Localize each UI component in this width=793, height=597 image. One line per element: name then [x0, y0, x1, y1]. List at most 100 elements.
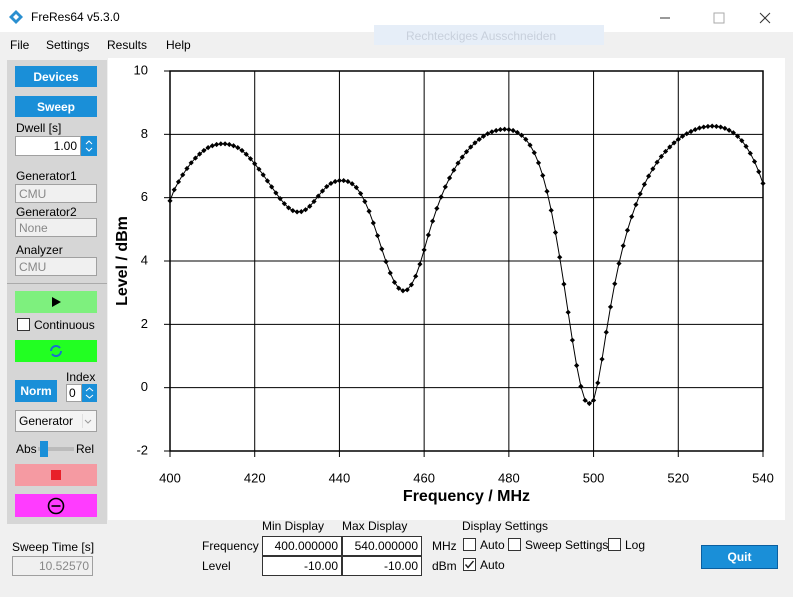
- data-point: [565, 309, 571, 315]
- data-point: [205, 145, 211, 151]
- data-point: [256, 166, 262, 172]
- index-input[interactable]: 0: [66, 384, 82, 402]
- data-point: [480, 133, 487, 139]
- data-point: [421, 247, 427, 253]
- abs-rel-slider[interactable]: [38, 440, 74, 458]
- menu-item[interactable]: Results: [107, 38, 148, 52]
- x-axis-label: Frequency / MHz: [403, 488, 530, 505]
- data-point: [650, 166, 656, 172]
- stop-button[interactable]: [15, 464, 97, 486]
- data-point: [667, 144, 673, 150]
- sweep-settings-checkbox[interactable]: [508, 538, 521, 551]
- freq-min-input[interactable]: 400.000000: [262, 536, 342, 556]
- data-point: [607, 304, 614, 310]
- data-point: [235, 145, 241, 151]
- analyzer-label: Analyzer: [16, 243, 63, 257]
- data-point: [629, 214, 635, 220]
- data-point: [514, 129, 520, 136]
- devices-button[interactable]: Devices: [15, 66, 97, 87]
- data-point: [442, 184, 448, 190]
- auto-freq-checkbox[interactable]: [463, 538, 476, 551]
- data-point: [243, 151, 249, 157]
- data-point: [684, 131, 690, 137]
- quit-button[interactable]: Quit: [701, 545, 778, 569]
- min-display-header: Min Display: [262, 519, 325, 533]
- auto-level-checkbox[interactable]: [463, 558, 476, 571]
- data-point: [379, 246, 385, 252]
- data-point: [654, 159, 660, 165]
- data-point: [171, 187, 177, 193]
- level-min-input[interactable]: -10.00: [262, 556, 342, 576]
- continuous-checkbox[interactable]: [17, 318, 30, 331]
- display-settings-title: Display Settings: [462, 519, 549, 533]
- data-point: [688, 128, 694, 135]
- data-point: [535, 160, 542, 166]
- generator1-field: CMU: [15, 184, 97, 203]
- data-point: [400, 288, 406, 294]
- data-point: [434, 205, 440, 212]
- data-point: [396, 285, 402, 291]
- level-max-input[interactable]: -10.00: [342, 556, 422, 576]
- x-tick-label: 480: [498, 470, 520, 485]
- data-point: [226, 141, 232, 148]
- data-point: [760, 180, 766, 187]
- window-controls[interactable]: [660, 8, 790, 28]
- data-point: [218, 141, 224, 147]
- data-point: [430, 218, 436, 224]
- data-point: [307, 203, 313, 209]
- data-point: [756, 169, 762, 175]
- data-point: [370, 220, 376, 226]
- data-point: [497, 126, 503, 133]
- freq-max-input[interactable]: 540.000000: [342, 536, 422, 556]
- index-spinner[interactable]: [82, 384, 97, 402]
- menu-item[interactable]: Settings: [46, 38, 90, 52]
- data-point: [701, 124, 707, 130]
- data-point: [252, 161, 258, 167]
- data-point: [646, 173, 652, 179]
- sweep-settings-label: Sweep Settings: [525, 538, 609, 552]
- data-point: [561, 281, 567, 287]
- start-button[interactable]: [15, 291, 97, 313]
- norm-button[interactable]: Norm: [15, 380, 57, 402]
- y-tick-label: 8: [141, 126, 148, 141]
- generator2-label: Generator2: [16, 205, 77, 219]
- mode-combo[interactable]: Generator: [15, 410, 97, 432]
- data-point: [167, 198, 173, 204]
- y-tick-label: 4: [141, 252, 148, 267]
- data-point: [713, 123, 720, 130]
- data-point: [455, 160, 461, 166]
- dwell-input[interactable]: 1.00: [15, 136, 81, 156]
- data-point: [743, 143, 749, 149]
- menu-item[interactable]: File: [10, 38, 30, 52]
- data-point: [734, 133, 741, 139]
- sweep-button[interactable]: Sweep: [15, 96, 97, 117]
- y-tick-label: 10: [134, 62, 148, 77]
- data-point: [319, 188, 326, 194]
- data-point: [324, 183, 330, 190]
- data-point: [311, 198, 317, 205]
- refresh-button[interactable]: [15, 340, 97, 362]
- auto-level-label: Auto: [480, 558, 505, 572]
- y-axis-label: Level / dBm: [114, 216, 131, 306]
- overlay-hint: Rechteckiges Ausschneiden: [374, 25, 604, 45]
- data-point: [345, 178, 351, 185]
- data-point: [624, 227, 631, 233]
- data-point: [417, 261, 423, 267]
- data-point: [590, 397, 597, 403]
- data-point: [612, 281, 618, 287]
- menu-item[interactable]: Help: [166, 38, 191, 52]
- data-point: [383, 259, 389, 265]
- data-point: [730, 130, 736, 136]
- log-checkbox[interactable]: [608, 538, 621, 551]
- y-tick-label: 6: [141, 189, 148, 204]
- data-point: [633, 202, 639, 208]
- analyzer-field: CMU: [15, 257, 97, 276]
- data-point: [230, 143, 237, 149]
- data-point: [341, 177, 347, 184]
- data-point: [586, 400, 592, 407]
- dwell-spinner[interactable]: [81, 136, 97, 156]
- data-point: [595, 380, 601, 386]
- abs-label: Abs: [16, 442, 37, 456]
- data-point: [552, 229, 559, 236]
- clear-button[interactable]: [15, 494, 97, 517]
